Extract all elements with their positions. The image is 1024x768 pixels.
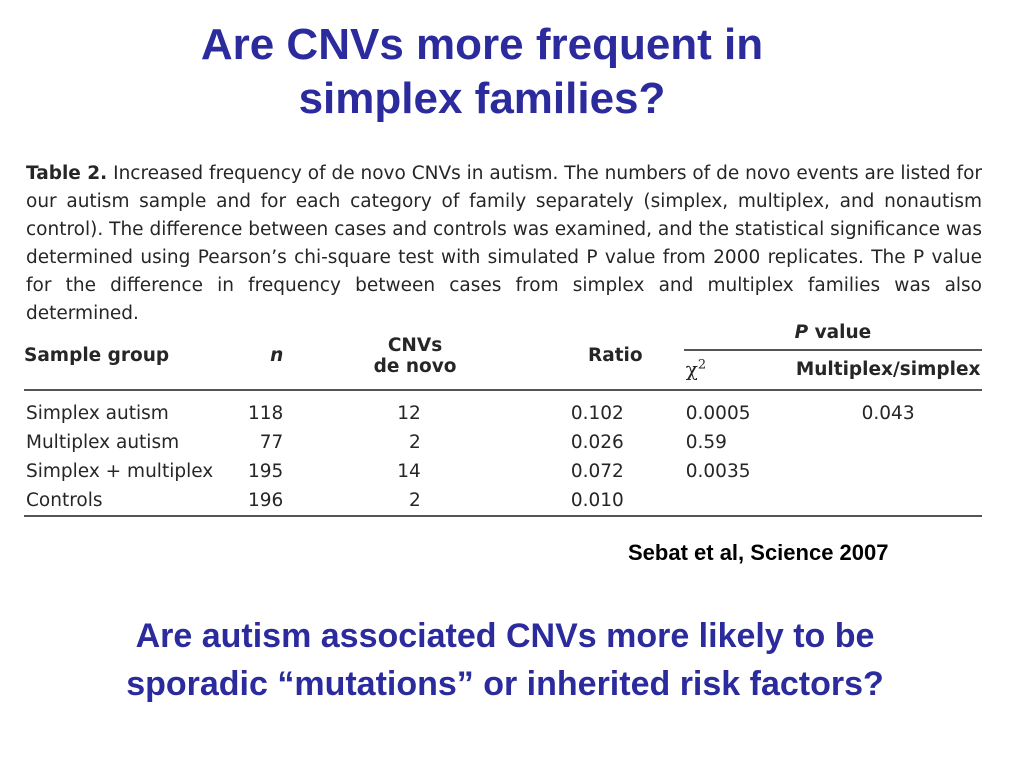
- cell-group: Multiplex autism: [26, 432, 180, 453]
- cell-ratio: 0.026: [570, 432, 624, 453]
- citation: Sebat et al, Science 2007: [628, 540, 889, 565]
- cell-chi-square: 0.0035: [685, 461, 751, 482]
- slide-title: Are CNVs more frequent in simplex famili…: [0, 18, 964, 126]
- header-n: n: [240, 322, 284, 390]
- header-p-italic: P: [794, 322, 809, 343]
- table-caption-label: Table 2.: [26, 163, 108, 184]
- cell-chi-square: 0.0005: [685, 403, 751, 424]
- cell-multiplex-simplex: [794, 486, 982, 516]
- closing-question-line-2: sporadic “mutations” or inherited risk f…: [126, 665, 884, 703]
- cell-cnvs: 12: [397, 403, 421, 424]
- cell-n: 118: [247, 403, 284, 424]
- cell-n: 195: [247, 461, 284, 482]
- table-row: Controls 196 2 0.010: [24, 486, 982, 516]
- table-row: Simplex autism 118 12 0.102 0.0005 0.043: [24, 399, 982, 428]
- cell-multiplex-simplex: [794, 428, 982, 457]
- cell-ratio: 0.010: [570, 490, 624, 511]
- header-cnvs-line-1: CNVs: [387, 334, 443, 356]
- cell-group: Controls: [26, 490, 103, 511]
- closing-question: Are autism associated CNVs more likely t…: [0, 612, 1010, 708]
- cell-chi-square: [684, 486, 795, 516]
- cnv-table: Sample group n CNVs de novo Ratio P valu…: [24, 322, 982, 518]
- cell-chi-square: 0.59: [685, 432, 727, 453]
- cell-cnvs: 14: [397, 461, 421, 482]
- header-p-value: P value: [683, 322, 982, 351]
- header-ratio: Ratio: [587, 345, 643, 366]
- header-multiplex-simplex: Multiplex/simplex: [795, 358, 981, 380]
- slide-title-line-2: simplex families?: [298, 74, 666, 123]
- slide-title-line-1: Are CNVs more frequent in: [200, 20, 764, 69]
- header-sample-group: Sample group: [24, 345, 170, 366]
- table-row: Multiplex autism 77 2 0.026 0.59: [24, 428, 982, 457]
- header-cnvs: CNVs de novo: [283, 322, 547, 390]
- table-bottom-rule: [24, 515, 982, 518]
- cell-group: Simplex autism: [26, 403, 169, 424]
- header-rule: [24, 389, 982, 399]
- chi-symbol: χ: [685, 357, 698, 381]
- cell-cnvs: 2: [409, 490, 421, 511]
- cell-multiplex-simplex: [794, 457, 982, 486]
- header-p-word: value: [814, 322, 872, 343]
- cell-cnvs: 2: [409, 432, 421, 453]
- cell-n: 77: [259, 432, 284, 453]
- table-row: Simplex + multiplex 195 14 0.072 0.0035: [24, 457, 982, 486]
- table-caption-text: Increased frequency of de novo CNVs in a…: [26, 163, 982, 324]
- closing-question-line-1: Are autism associated CNVs more likely t…: [135, 617, 875, 655]
- cell-group: Simplex + multiplex: [26, 461, 214, 482]
- cell-ratio: 0.102: [570, 403, 624, 424]
- cell-multiplex-simplex: 0.043: [861, 403, 915, 424]
- header-chi-square: χ2: [684, 350, 795, 390]
- chi-exponent: 2: [697, 357, 707, 373]
- header-cnvs-line-2: de novo: [373, 355, 457, 377]
- header-n-text: n: [270, 345, 284, 366]
- cell-n: 196: [247, 490, 284, 511]
- table-caption: Table 2. Increased frequency of de novo …: [26, 160, 982, 328]
- cell-ratio: 0.072: [570, 461, 624, 482]
